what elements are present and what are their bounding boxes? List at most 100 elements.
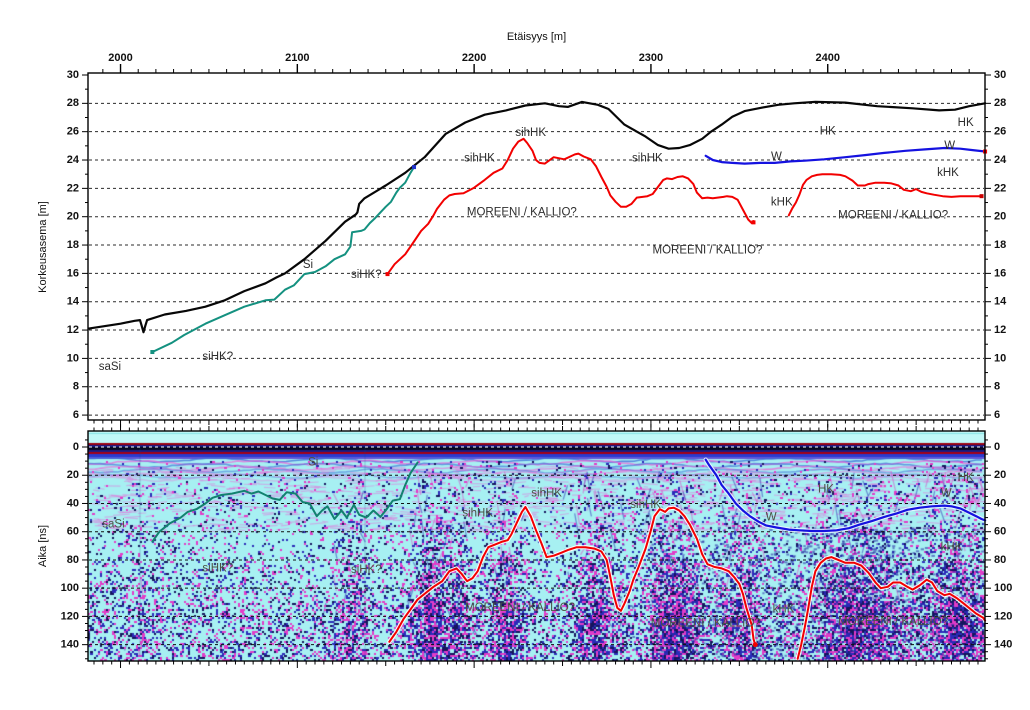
y-tick-label: 10 xyxy=(994,352,1006,364)
time-tick-label: 80 xyxy=(994,554,1006,566)
interpretation-label: W xyxy=(944,140,955,152)
interpretation-label: MOREENI / KALLIO? xyxy=(653,245,763,257)
time-tick-label: 0 xyxy=(994,441,1000,453)
y-tick-label: 24 xyxy=(67,154,80,166)
y-tick-label: 16 xyxy=(67,267,79,279)
interpretation-label: saSi xyxy=(102,519,124,531)
interpretation-label: MOREENI / KALLIO? xyxy=(838,209,948,221)
overlay-water-table xyxy=(704,458,987,533)
y-tick-label: 10 xyxy=(67,352,79,364)
interpretation-label: Si xyxy=(303,259,313,271)
overlay-end-marker xyxy=(752,642,758,648)
interpretation-label: W xyxy=(766,512,777,524)
series-moreeni-kallio-interface-west xyxy=(386,137,755,276)
radargram-image xyxy=(88,431,985,661)
y-tick-label: 22 xyxy=(67,182,79,194)
y-tick-label: 20 xyxy=(994,211,1006,223)
interpretation-label: sihHK xyxy=(464,153,495,165)
time-tick-label: 140 xyxy=(994,639,1012,651)
x-tick-label: 2000 xyxy=(108,52,132,64)
time-tick-label: 0 xyxy=(73,441,79,453)
interpretation-label: sihHK xyxy=(630,499,661,511)
interpretation-label: kHK xyxy=(773,603,795,615)
y-tick-label: 18 xyxy=(67,239,79,251)
interpretation-label: siHK? xyxy=(351,564,382,576)
interpretation-label: MOREENI / KALLIO? xyxy=(651,618,761,630)
top-panel-border xyxy=(87,72,986,421)
x-tick-label: 2100 xyxy=(285,52,309,64)
time-tick-label: 60 xyxy=(67,526,79,538)
x-tick-label: 2400 xyxy=(815,52,839,64)
y-tick-label: 26 xyxy=(67,126,79,138)
y-tick-label: 30 xyxy=(994,69,1006,81)
y-tick-label: 8 xyxy=(994,381,1000,393)
interpretation-label: sihHK xyxy=(515,127,546,139)
series-end-marker xyxy=(150,350,155,355)
y-tick-label: 12 xyxy=(994,324,1006,336)
interpretation-label: siHK? xyxy=(351,269,382,281)
series-end-marker xyxy=(751,220,756,225)
interpretation-label: HK xyxy=(958,117,974,129)
time-tick-label: 40 xyxy=(994,497,1006,509)
interpretation-label: kHK xyxy=(937,167,959,179)
y-tick-label: 26 xyxy=(994,126,1006,138)
y-tick-label: 20 xyxy=(67,211,79,223)
y-tick-label: 22 xyxy=(994,182,1006,194)
interpretation-label: MOREENI / KALLIO? xyxy=(465,602,575,614)
time-tick-label: 60 xyxy=(994,526,1006,538)
bottom-panel-y-axis-title: Aika [ns] xyxy=(37,524,49,568)
overlay-casing-moreeni-kallio-interface-east xyxy=(795,555,988,661)
series-si-interface xyxy=(151,166,415,353)
y-tick-label: 6 xyxy=(73,409,79,421)
interpretation-label: Si xyxy=(308,457,318,469)
interpretation-label: HK xyxy=(818,483,834,495)
interpretation-label: W xyxy=(771,151,782,163)
y-tick-label: 14 xyxy=(994,296,1007,308)
y-tick-label: 8 xyxy=(73,381,79,393)
radargram-panel: saSi siHK? Si siHK? sihHK sihHK sihHK MOREENI /… xyxy=(61,424,1012,668)
top-panel-y-axis-title: Korkeusasema [m] xyxy=(37,201,49,293)
y-tick-label: 28 xyxy=(994,97,1006,109)
time-tick-label: 120 xyxy=(61,610,79,622)
interpretation-label: W xyxy=(941,488,952,500)
y-tick-label: 6 xyxy=(994,409,1000,421)
elevation-profile-panel: saSi siHK? Si siHK? sihHK sihHK sihHK MOREENI /… xyxy=(67,52,1007,428)
time-tick-label: 20 xyxy=(994,469,1006,481)
interpretation-label: HK xyxy=(820,126,836,138)
y-tick-label: 12 xyxy=(67,324,79,336)
series-water-table xyxy=(704,146,987,165)
x-tick-label: 2300 xyxy=(639,52,663,64)
y-tick-label: 16 xyxy=(994,267,1006,279)
y-tick-label: 28 xyxy=(67,97,79,109)
time-tick-label: 100 xyxy=(61,582,79,594)
interpretation-label: kHK xyxy=(771,197,793,209)
time-tick-label: 100 xyxy=(994,582,1012,594)
overlay-moreeni-kallio-interface-west xyxy=(388,506,757,646)
interpretation-label: sihHK xyxy=(632,153,663,165)
interpretation-label: sihHK xyxy=(462,507,493,519)
interpretation-label: MOREENI / KALLIO? xyxy=(838,616,948,628)
time-tick-label: 140 xyxy=(61,639,79,651)
overlay-si-interface xyxy=(151,461,419,543)
y-tick-label: 18 xyxy=(994,239,1006,251)
time-tick-label: 40 xyxy=(67,497,79,509)
series-end-marker xyxy=(979,194,984,199)
interpretation-label: kHK xyxy=(941,541,963,553)
time-tick-label: 20 xyxy=(67,469,79,481)
interpretation-label: sihHK xyxy=(531,488,562,500)
y-tick-label: 24 xyxy=(994,154,1007,166)
x-tick-label: 2200 xyxy=(462,52,486,64)
series-moreeni-kallio-interface-east xyxy=(787,173,983,217)
time-tick-label: 120 xyxy=(994,610,1012,622)
x-axis-title: Etäisyys [m] xyxy=(506,31,567,43)
series-end-marker xyxy=(412,165,417,170)
time-tick-label: 80 xyxy=(67,554,79,566)
y-tick-label: 14 xyxy=(67,296,80,308)
series-ground-surface xyxy=(87,100,987,334)
series-end-marker xyxy=(385,272,390,277)
interpretation-label: siHK? xyxy=(202,351,233,363)
interpretation-label: MOREENI / KALLIO? xyxy=(467,206,577,218)
overlay-moreeni-kallio-interface-east xyxy=(796,556,987,660)
